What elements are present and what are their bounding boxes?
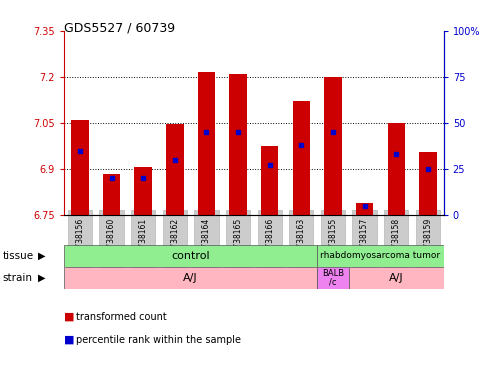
Bar [103,174,120,215]
Bar [166,124,183,215]
Text: A/J: A/J [183,273,198,283]
Bar [324,77,342,215]
Text: ▶: ▶ [38,273,46,283]
Bar [229,74,247,215]
Text: BALB
/c: BALB /c [322,269,344,286]
Text: ▶: ▶ [38,251,46,261]
Bar [349,267,444,289]
Bar [71,120,89,215]
Bar [387,123,405,215]
Bar [261,146,279,215]
Text: rhabdomyosarcoma tumor: rhabdomyosarcoma tumor [320,252,440,260]
Text: A/J: A/J [389,273,404,283]
Text: GDS5527 / 60739: GDS5527 / 60739 [64,21,175,34]
Bar [293,101,310,215]
Text: transformed count: transformed count [76,312,167,322]
Text: control: control [171,251,210,261]
Text: ■: ■ [64,312,74,322]
Text: tissue: tissue [2,251,34,261]
Bar [317,267,349,289]
Text: strain: strain [2,273,33,283]
Bar [356,203,373,215]
Bar [198,72,215,215]
Text: ■: ■ [64,335,74,345]
Text: percentile rank within the sample: percentile rank within the sample [76,335,242,345]
Bar [135,167,152,215]
Bar [419,152,437,215]
Bar [317,245,444,267]
Bar [64,267,317,289]
Bar [64,245,317,267]
